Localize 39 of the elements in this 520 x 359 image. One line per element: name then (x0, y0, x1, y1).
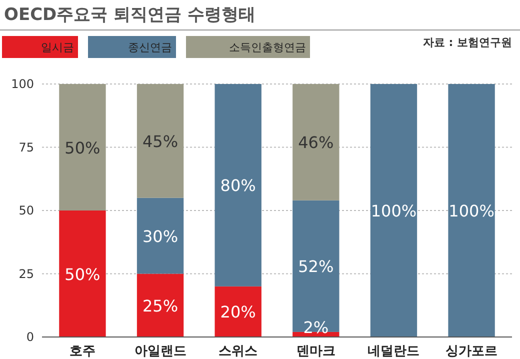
data-label: 25% (142, 296, 178, 316)
y-tick-label: 0 (26, 330, 34, 344)
chart-title: OECD주요국 퇴직연금 수령형태 (4, 5, 256, 25)
bar (59, 210, 106, 337)
data-label: 50% (64, 138, 100, 158)
bar (136, 274, 184, 337)
x-tick-label: 싱가포르 (446, 344, 498, 359)
text: 소득인출형연금 (229, 41, 306, 54)
text: 일시금 (41, 41, 74, 54)
text: 종신연금 (128, 41, 172, 54)
data-label: 2% (303, 318, 329, 337)
x-tick-label: 네덜란드 (368, 344, 420, 359)
data-label: 52% (298, 257, 334, 276)
bar (292, 200, 340, 332)
data-label: 80% (220, 176, 256, 196)
y-tick-label: 50 (18, 204, 34, 218)
x-tick-label: 아일랜드 (134, 344, 186, 359)
y-tick-label: 25 (18, 266, 34, 281)
bar (370, 84, 418, 337)
bar (214, 286, 262, 337)
bar (136, 84, 184, 198)
text: 자료 : 보험연구원 (422, 36, 512, 49)
data-label: 45% (142, 132, 178, 151)
bar (59, 84, 106, 210)
data-label: 100% (448, 202, 494, 220)
y-tick-label: 100 (11, 77, 34, 91)
y-tick-label: 75 (18, 140, 34, 154)
data-label: 46% (298, 133, 334, 152)
data-label: 30% (142, 226, 178, 246)
x-tick-label: 스위스 (218, 344, 258, 359)
data-label: 100% (370, 202, 417, 220)
x-tick-label: 호주 (69, 344, 96, 359)
bar (292, 84, 340, 200)
bar (448, 84, 495, 337)
x-tick-label: 덴마크 (296, 344, 336, 359)
bar (214, 84, 262, 286)
data-label: 50% (64, 264, 100, 284)
data-label: 20% (220, 302, 256, 322)
bar (136, 198, 184, 274)
